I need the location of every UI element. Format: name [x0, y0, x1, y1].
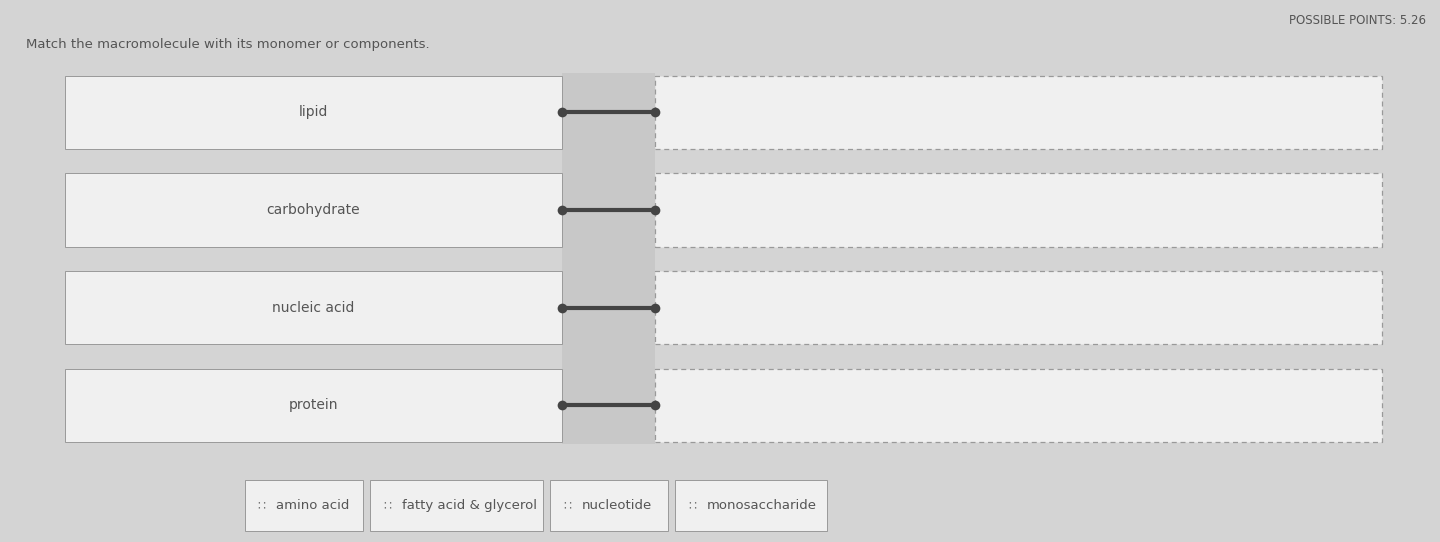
FancyBboxPatch shape: [370, 480, 543, 531]
FancyBboxPatch shape: [65, 271, 562, 344]
FancyBboxPatch shape: [65, 173, 562, 247]
Text: fatty acid & glycerol: fatty acid & glycerol: [402, 499, 537, 512]
Text: protein: protein: [288, 398, 338, 412]
FancyBboxPatch shape: [655, 76, 1382, 149]
Text: lipid: lipid: [298, 106, 328, 119]
Text: nucleic acid: nucleic acid: [272, 301, 354, 314]
Text: ∷: ∷: [258, 499, 266, 512]
Text: amino acid: amino acid: [276, 499, 350, 512]
FancyBboxPatch shape: [245, 480, 363, 531]
Text: nucleotide: nucleotide: [582, 499, 652, 512]
Text: monosaccharide: monosaccharide: [707, 499, 816, 512]
Text: ∷: ∷: [688, 499, 697, 512]
Text: ∷: ∷: [383, 499, 392, 512]
FancyBboxPatch shape: [562, 73, 655, 444]
Text: Match the macromolecule with its monomer or components.: Match the macromolecule with its monomer…: [26, 38, 429, 51]
FancyBboxPatch shape: [655, 369, 1382, 442]
FancyBboxPatch shape: [655, 173, 1382, 247]
Text: ∷: ∷: [563, 499, 572, 512]
FancyBboxPatch shape: [655, 271, 1382, 344]
FancyBboxPatch shape: [550, 480, 668, 531]
Text: POSSIBLE POINTS: 5.26: POSSIBLE POINTS: 5.26: [1289, 14, 1426, 27]
FancyBboxPatch shape: [65, 76, 562, 149]
Text: carbohydrate: carbohydrate: [266, 203, 360, 217]
FancyBboxPatch shape: [675, 480, 827, 531]
FancyBboxPatch shape: [65, 369, 562, 442]
